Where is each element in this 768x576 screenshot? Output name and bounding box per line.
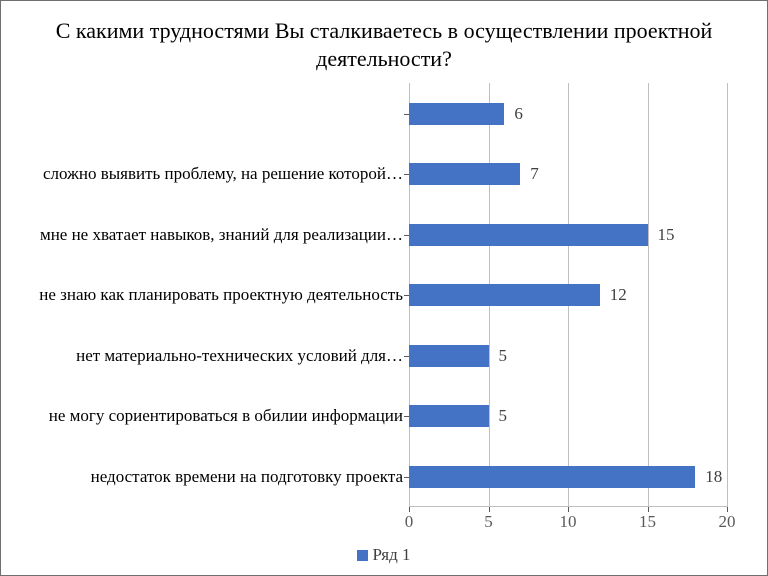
- bar-value-label: 18: [695, 467, 722, 487]
- bar: 5: [409, 345, 489, 367]
- gridline: [727, 83, 728, 507]
- y-axis-label: не знаю как планировать проектную деятел…: [29, 285, 403, 305]
- plot-inner: 6715125518: [409, 83, 727, 507]
- bar: 5: [409, 405, 489, 427]
- y-axis-label: мне не хватает навыков, знаний для реали…: [29, 225, 403, 245]
- x-axis-labels: 05101520: [409, 509, 727, 535]
- x-axis-label: 15: [639, 512, 656, 532]
- legend-swatch: [357, 550, 368, 561]
- y-axis-label: нет материально-технических условий для…: [29, 346, 403, 366]
- x-axis-label: 0: [405, 512, 414, 532]
- x-axis-label: 20: [719, 512, 736, 532]
- y-axis-labels: сложно выявить проблему, на решение кото…: [29, 83, 409, 535]
- y-axis-label: не могу сориентироваться в обилии информ…: [29, 406, 403, 426]
- bar: 7: [409, 163, 520, 185]
- x-axis-label: 5: [484, 512, 493, 532]
- plot: 6715125518 05101520: [409, 83, 727, 535]
- bar: 12: [409, 284, 600, 306]
- x-axis-label: 10: [560, 512, 577, 532]
- chart-frame: С какими трудностями Вы сталкиваетесь в …: [0, 0, 768, 576]
- plot-area: сложно выявить проблему, на решение кото…: [29, 83, 739, 535]
- bar-value-label: 7: [520, 164, 539, 184]
- gridline: [648, 83, 649, 507]
- bar-value-label: 6: [504, 104, 523, 124]
- chart-title: С какими трудностями Вы сталкиваетесь в …: [29, 17, 739, 83]
- y-axis-label: сложно выявить проблему, на решение кото…: [29, 164, 403, 184]
- bar-value-label: 5: [489, 346, 508, 366]
- bar: 15: [409, 224, 648, 246]
- bar-value-label: 15: [648, 225, 675, 245]
- bar: 18: [409, 466, 695, 488]
- bar-value-label: 12: [600, 285, 627, 305]
- y-axis-label: недостаток времени на подготовку проекта: [29, 467, 403, 487]
- legend: Ряд 1: [29, 535, 739, 565]
- bar: 6: [409, 103, 504, 125]
- bar-value-label: 5: [489, 406, 508, 426]
- legend-label: Ряд 1: [372, 545, 410, 564]
